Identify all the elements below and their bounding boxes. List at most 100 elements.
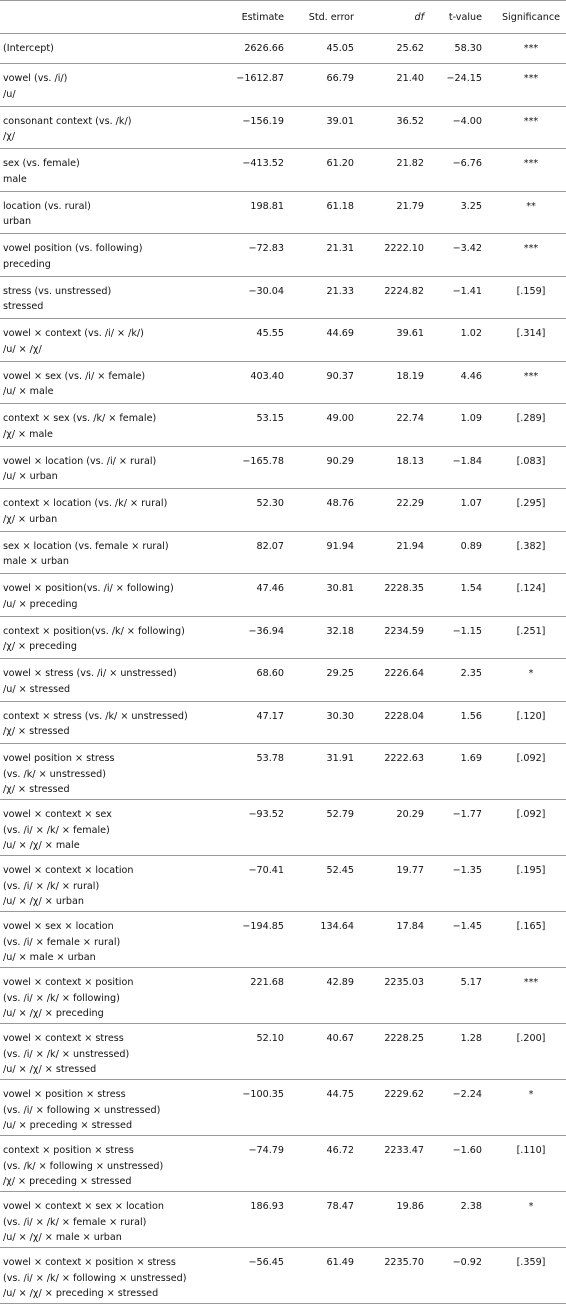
label-line: vowel position (vs. following) [3, 243, 143, 254]
label-line: /χ/ × urban [3, 513, 58, 525]
value-cell: 18.13 [368, 446, 438, 489]
label-line: vowel × stress (vs. /i/ × unstressed) [3, 668, 177, 679]
significance-cell: [.359] [496, 1247, 566, 1304]
value-cell: −24.15 [438, 63, 496, 107]
significance-cell: [.120] [496, 701, 566, 744]
label-line: (vs. /i/ × /k/ × rural) [3, 880, 100, 892]
value-cell: −100.35 [222, 1079, 298, 1136]
value-cell: 403.40 [222, 361, 298, 404]
label-line: /χ/ × male [3, 428, 53, 440]
table-row: vowel × location (vs. /i/ × rural) /u/ × … [0, 446, 566, 489]
value-cell: 90.37 [298, 361, 368, 404]
label-line: /u/ × /χ/ × preceding [3, 1008, 104, 1019]
label-line: (vs. /i/ × /k/ × following × unstressed) [3, 1272, 187, 1284]
value-cell: −1.15 [438, 616, 496, 659]
label-line: /u/ × /χ/ × male [3, 840, 80, 851]
label-line: vowel × sex (vs. /i/ × female) [3, 370, 146, 382]
significance-cell: [.314] [496, 318, 566, 362]
value-cell: 1.56 [438, 701, 496, 744]
value-cell: 1.69 [438, 743, 496, 800]
significance-cell: *** [496, 967, 566, 1024]
value-cell: 19.77 [368, 855, 438, 912]
table-row: vowel × context (vs. /i/ × /k/) /u/ × /χ/… [0, 318, 566, 362]
label-line: stress (vs. unstressed) [3, 285, 112, 297]
value-cell: −74.79 [222, 1135, 298, 1192]
label-line: /u/ × /χ/ × male × urban [3, 1232, 122, 1243]
label-line: vowel × context × sex × location [3, 1201, 165, 1212]
value-cell: 44.69 [298, 318, 368, 362]
label-line: (vs. /i/ × /k/ × following) [3, 992, 120, 1004]
table-row: vowel position (vs. following) preceding −… [0, 233, 566, 277]
label-line: /χ/ × preceding × stressed [3, 1176, 132, 1187]
label-line: /χ/ × preceding [3, 641, 77, 652]
significance-cell: *** [496, 33, 566, 64]
significance-cell: [.195] [496, 855, 566, 912]
value-cell: 66.79 [298, 63, 368, 107]
value-cell: −72.83 [222, 233, 298, 277]
significance-cell: [.295] [496, 488, 566, 532]
label-line: vowel × context (vs. /i/ × /k/) [3, 328, 144, 339]
row-label: vowel position (vs. following) preceding [0, 233, 222, 277]
row-label: vowel (vs. /i/) /u/ [0, 63, 222, 107]
value-cell: 2222.63 [368, 743, 438, 800]
table-row: context × location (vs. /k/ × rural) /χ/ … [0, 488, 566, 532]
label-line: /u/ × /χ/ [3, 343, 42, 355]
value-cell: 4.46 [438, 361, 496, 404]
table-row: context × position(vs. /k/ × following) /… [0, 616, 566, 659]
label-line: vowel (vs. /i/) [3, 73, 68, 84]
label-line: vowel × context × position × stress [3, 1257, 176, 1268]
value-cell: −1.45 [438, 911, 496, 968]
value-cell: 49.00 [298, 403, 368, 447]
table-row: vowel × sex × location (vs. /i/ × female … [0, 911, 566, 968]
significance-cell: [.382] [496, 531, 566, 574]
value-cell: 82.07 [222, 531, 298, 574]
value-cell: 52.10 [222, 1023, 298, 1080]
value-cell: 45.55 [222, 318, 298, 362]
label-line: context × location (vs. /k/ × rural) [3, 498, 168, 509]
label-line: vowel × context × position [3, 977, 134, 988]
value-cell: 2234.59 [368, 616, 438, 659]
label-line: /χ/ × stressed [3, 726, 70, 737]
value-cell: 1.54 [438, 573, 496, 617]
value-cell: 45.05 [298, 33, 368, 64]
value-cell: 52.45 [298, 855, 368, 912]
header-cell: Significance [496, 0, 566, 34]
value-cell: −1612.87 [222, 63, 298, 107]
label-line: context × position(vs. /k/ × following) [3, 625, 185, 637]
value-cell: 22.29 [368, 488, 438, 532]
value-cell: 2228.04 [368, 701, 438, 744]
header-cell: Estimate [222, 0, 298, 34]
value-cell: −4.00 [438, 106, 496, 149]
value-cell: 61.49 [298, 1247, 368, 1304]
value-cell: 21.79 [368, 191, 438, 234]
value-cell: 2626.66 [222, 33, 298, 64]
value-cell: 47.46 [222, 573, 298, 617]
value-cell: −156.19 [222, 106, 298, 149]
label-line: /u/ × /χ/ × preceding × stressed [3, 1288, 159, 1299]
value-cell: −56.45 [222, 1247, 298, 1304]
row-label: context × stress (vs. /k/ × unstressed) /… [0, 701, 222, 744]
label-line: /χ/ × stressed [3, 784, 70, 795]
table-row: vowel × context × position (vs. /i/ × /k/… [0, 967, 566, 1024]
value-cell: −70.41 [222, 855, 298, 912]
label-line: (Intercept) [3, 43, 54, 54]
header-row: Estimate Std. error df t-value Significance [0, 0, 566, 34]
label-line: male × urban [3, 556, 70, 567]
value-cell: 42.89 [298, 967, 368, 1024]
table-row: sex × location (vs. female × rural) male … [0, 531, 566, 574]
significance-cell: * [496, 658, 566, 702]
significance-cell: *** [496, 148, 566, 192]
value-cell: 32.18 [298, 616, 368, 659]
value-cell: −1.41 [438, 276, 496, 319]
value-cell: 2.38 [438, 1191, 496, 1248]
value-cell: 21.40 [368, 63, 438, 107]
label-line: (vs. /i/ × following × unstressed) [3, 1104, 161, 1116]
row-label: context × sex (vs. /k/ × female) /χ/ × ma… [0, 403, 222, 447]
significance-cell: [.251] [496, 616, 566, 659]
significance-cell: [.092] [496, 743, 566, 800]
row-label: vowel × context × position × stress (vs. … [0, 1247, 222, 1304]
label-line: sex × location (vs. female × rural) [3, 540, 169, 552]
value-cell: 2222.10 [368, 233, 438, 277]
value-cell: −93.52 [222, 799, 298, 856]
value-cell: 2228.35 [368, 573, 438, 617]
